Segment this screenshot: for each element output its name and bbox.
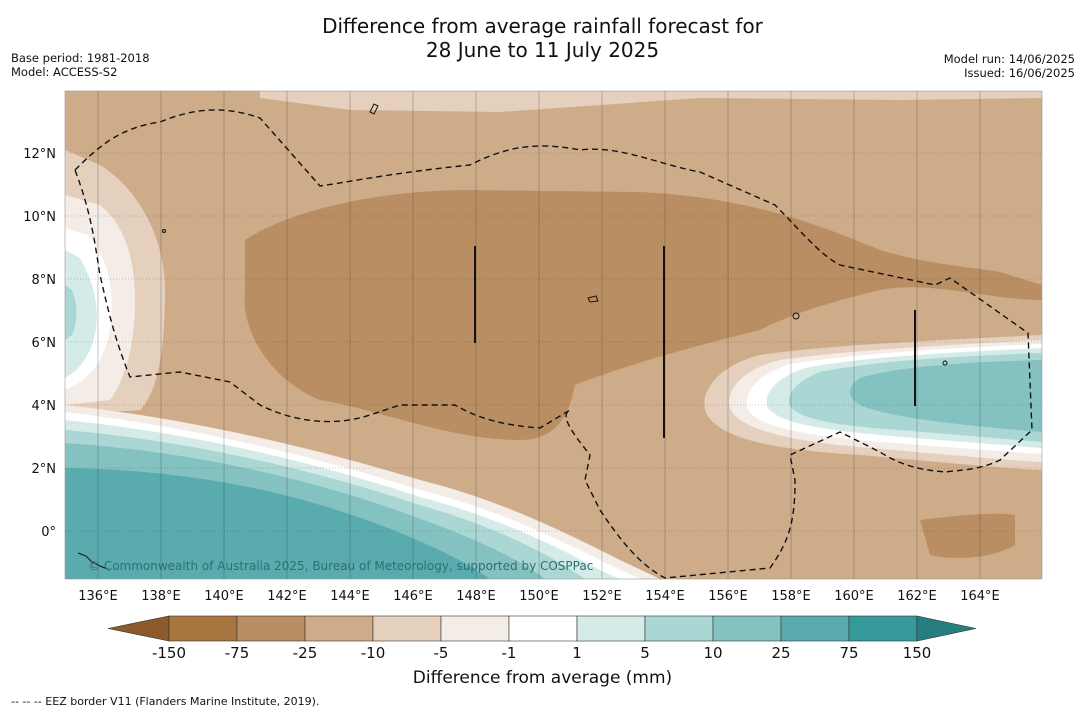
longitude-tick-label: 162°E [897, 589, 937, 604]
longitude-tick-label: 154°E [645, 589, 685, 604]
colorbar-tick-label: 150 [903, 644, 932, 662]
colorbar-high-extend [916, 615, 977, 642]
colorbar-segment [576, 615, 646, 642]
south-much-wetter [65, 468, 490, 579]
longitude-tick-label: 138°E [141, 589, 181, 604]
map-frame [64, 90, 1043, 580]
legend-title: Difference from average (mm) [412, 668, 673, 688]
legend-tick-labels: -150 -75 -25 -10 -5 -1 1 5 10 25 75 150 [152, 644, 931, 662]
longitude-tick-label: 160°E [834, 589, 874, 604]
title-line-1: Difference from average rainfall forecas… [322, 14, 763, 38]
east-wetter [849, 360, 1042, 432]
light-anomaly-north [260, 91, 1042, 112]
colorbar-segment [168, 615, 238, 642]
eez-border [74, 109, 1033, 579]
base-period: Base period: 1981-2018 [11, 51, 150, 65]
colorbar-segment [644, 615, 714, 642]
graticule [65, 91, 1042, 579]
latitude-tick-label: 12°N [23, 147, 56, 162]
colorbar-tick-label: -5 [434, 644, 449, 662]
colorbar-tick-label: -10 [361, 644, 386, 662]
longitude-axis: 136°E 138°E 140°E 142°E 144°E 146°E 148°E 150°E… [78, 589, 1000, 604]
issued-date: Issued: 16/06/2025 [964, 66, 1075, 80]
colorbar-tick-label: -1 [502, 644, 517, 662]
rainfall-map-area: © Commonwealth of Australia 2025, Bureau… [65, 91, 1042, 579]
colorbar-low-extend [107, 615, 170, 642]
colorbar-segment [780, 615, 850, 642]
latitude-tick-label: 4°N [32, 399, 57, 414]
colorbar-tick-label: -75 [225, 644, 250, 662]
copyright-text: © Commonwealth of Australia 2025, Bureau… [88, 559, 593, 573]
colorbar-segment [236, 615, 306, 642]
latitude-tick-label: 2°N [32, 462, 57, 477]
chart-title: Difference from average rainfall forecas… [0, 14, 1085, 62]
title-line-2: 28 June to 11 July 2025 [425, 38, 660, 62]
longitude-tick-label: 142°E [267, 589, 307, 604]
latitude-axis: 12°N 10°N 8°N 6°N 4°N 2°N 0° [23, 147, 56, 540]
metadata-right: Model run: 14/06/2025 Issued: 16/06/2025 [944, 52, 1075, 80]
southeast-dry-patch [920, 513, 1015, 558]
latitude-tick-label: 0° [41, 525, 56, 540]
west-wet [65, 285, 77, 340]
eez-footnote: -- -- -- EEZ border V11 (Flanders Marine… [11, 695, 320, 708]
longitude-tick-label: 144°E [330, 589, 370, 604]
colorbar-segment [372, 615, 442, 642]
legend-colorbar [107, 615, 977, 642]
colorbar-segment [304, 615, 374, 642]
model-name: Model: ACCESS-S2 [11, 65, 118, 79]
colorbar-tick-label: 5 [640, 644, 650, 662]
longitude-tick-label: 146°E [393, 589, 433, 604]
colorbar-tick-label: 10 [703, 644, 722, 662]
colorbar-tick-label: 25 [771, 644, 790, 662]
longitude-tick-label: 148°E [456, 589, 496, 604]
metadata-left: Base period: 1981-2018 Model: ACCESS-S2 [11, 51, 150, 79]
colorbar-tick-label: 75 [839, 644, 858, 662]
colorbar-segment [712, 615, 782, 642]
colorbar-segment [508, 615, 578, 642]
longitude-tick-label: 156°E [708, 589, 748, 604]
colorbar-tick-label: -25 [293, 644, 318, 662]
dry-anomaly-core [244, 190, 1042, 440]
longitude-tick-label: 140°E [204, 589, 244, 604]
longitude-tick-label: 136°E [78, 589, 118, 604]
west-wet-light [65, 250, 97, 378]
colorbar-segment [440, 615, 510, 642]
latitude-tick-label: 6°N [32, 336, 57, 351]
longitude-tick-label: 158°E [771, 589, 811, 604]
colorbar-tick-label: -150 [152, 644, 186, 662]
model-run: Model run: 14/06/2025 [943, 52, 1075, 66]
longitude-tick-label: 164°E [960, 589, 1000, 604]
colorbar-tick-label: 1 [572, 644, 582, 662]
longitude-tick-label: 150°E [519, 589, 559, 604]
colorbar-segment [848, 615, 918, 642]
longitude-tick-label: 152°E [582, 589, 622, 604]
latitude-tick-label: 8°N [32, 273, 57, 288]
islands [77, 103, 948, 571]
latitude-tick-label: 10°N [23, 210, 56, 225]
